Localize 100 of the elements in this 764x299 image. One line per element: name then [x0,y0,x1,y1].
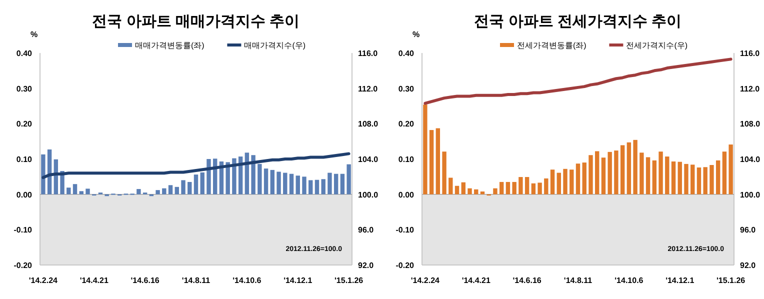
bar [86,188,90,194]
bar [678,162,682,194]
bar [696,167,702,194]
bar [601,158,606,194]
y2-tick-label: 96.0 [358,226,374,235]
y-tick-label: 0.30 [16,84,33,94]
bar [461,182,466,194]
bar [423,104,428,194]
x-tick-label: '14.4.21 [80,276,109,285]
y-tick-label: 0.40 [398,49,415,58]
bar [296,176,300,194]
bar [620,145,625,194]
bar [531,183,536,194]
bar [518,177,523,194]
bar [710,165,714,194]
bar [716,160,720,194]
bar [608,152,612,194]
x-tick-label: '14.8.11 [182,276,211,285]
bar [41,154,46,194]
y2-tick-label: 112.0 [358,84,378,94]
bar [576,164,580,194]
x-tick-label: '14.6.16 [130,276,160,285]
bar [258,164,262,194]
bar [538,182,542,194]
x-tick-label: '15.1.26 [716,276,746,285]
bar [200,172,204,194]
y-axis-title: % [412,30,420,39]
y2-tick-label: 108.0 [740,120,761,129]
bar [168,185,173,194]
bar [289,174,294,194]
bar [454,186,460,194]
bar [232,158,236,194]
bar [524,177,530,194]
bar [314,180,320,194]
y-axis-title: % [30,30,38,39]
y-tick-label: -0.10 [14,226,33,235]
y-tick-label: 0.20 [398,120,415,129]
line-series [42,152,350,180]
y2-tick-label: 116.0 [740,49,760,58]
x-tick-label: '14.2.24 [410,276,440,285]
bar [728,144,733,194]
bar [550,170,555,194]
y2-tick-label: 92.0 [358,261,374,270]
bar [665,156,670,194]
bar [684,164,688,194]
bar [264,168,268,194]
bar [646,157,650,194]
y-tick-label: -0.10 [396,226,415,235]
bar [480,192,485,194]
y-tick-label: 0.20 [16,120,33,129]
bar [614,150,618,194]
x-tick-label: '14.6.16 [512,276,542,285]
y2-tick-label: 104.0 [358,155,379,164]
bar [308,180,313,194]
x-tick-label: '14.4.21 [462,276,491,285]
bar [251,155,256,194]
bar [671,161,676,194]
y-tick-label: -0.20 [396,261,415,270]
bar [206,159,211,194]
bar [544,178,548,194]
y2-tick-label: 104.0 [740,155,761,164]
bar [321,179,326,194]
bar [499,182,504,194]
bar [328,172,332,194]
bar [436,128,440,194]
bar [468,188,472,194]
y2-tick-label: 116.0 [358,49,378,58]
y2-tick-label: 100.0 [358,190,379,200]
y-tick-label: 0.00 [16,190,33,200]
bar [474,189,478,194]
bar [340,174,345,194]
bar [429,130,434,194]
bar [563,168,568,194]
bar [194,174,198,194]
y-tick-label: 0.10 [16,155,33,164]
bar [588,155,593,194]
line-series [424,58,732,105]
y2-tick-label: 100.0 [740,190,761,200]
y2-tick-label: 92.0 [740,261,756,270]
bar [570,170,574,194]
bar [658,152,663,194]
x-tick-label: '14.8.11 [564,276,593,285]
x-tick-label: '15.1.26 [334,276,364,285]
bar [136,189,141,194]
bar [66,188,71,194]
bar [72,184,78,194]
bar [174,186,179,194]
x-tick-label: '14.12.1 [666,276,695,285]
y2-tick-label: 96.0 [740,226,756,235]
x-tick-label: '14.10.6 [614,276,644,285]
bar [156,190,160,194]
y2-tick-label: 112.0 [740,84,760,94]
bar [690,164,695,194]
bar [181,180,186,194]
bar [283,172,288,194]
chart-title: 전국 아파트 전세가격지수 추이 [474,13,682,30]
bar [626,142,632,194]
bar [334,174,338,194]
x-tick-label: '14.10.6 [232,276,262,285]
bar [652,160,657,194]
